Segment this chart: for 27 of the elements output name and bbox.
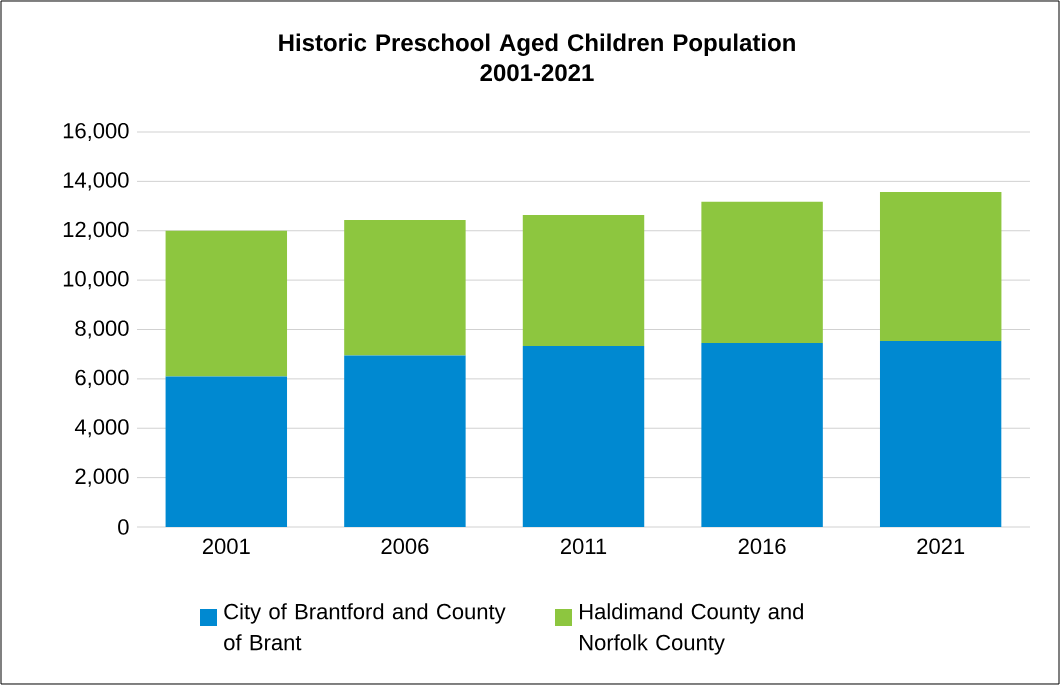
legend-label: Haldimand County and Norfolk County (580, 603, 803, 655)
bar (344, 220, 466, 356)
bar (165, 230, 288, 377)
y-tick-label: 12,000 (63, 221, 129, 240)
x-tick-label: 2006 (381, 538, 429, 555)
bar (522, 214, 645, 347)
y-tick-label: 0 (118, 519, 129, 535)
x-tick-label: 2001 (202, 538, 250, 555)
bar (701, 201, 823, 344)
y-tick-label: 8,000 (75, 320, 129, 339)
x-tick-label: 2016 (738, 538, 786, 555)
y-tick-label: 2,000 (75, 468, 129, 487)
y-tick-label: 10,000 (63, 271, 129, 290)
bar (344, 355, 466, 527)
chart-title: Historic Preschool Aged Children Population 2001-2021 (279, 33, 795, 82)
bar (522, 346, 645, 527)
legend-label: City of Brantford and County of Brant (224, 603, 506, 651)
y-tick-label: 6,000 (75, 369, 129, 388)
bar (701, 343, 823, 527)
x-tick-label: 2011 (560, 538, 607, 555)
bar (879, 191, 1002, 342)
bar (879, 341, 1002, 527)
y-tick-label: 16,000 (63, 122, 129, 142)
bar (165, 376, 288, 527)
y-tick-label: 4,000 (74, 419, 129, 438)
y-tick-label: 14,000 (63, 172, 129, 191)
x-tick-label: 2021 (917, 538, 965, 555)
